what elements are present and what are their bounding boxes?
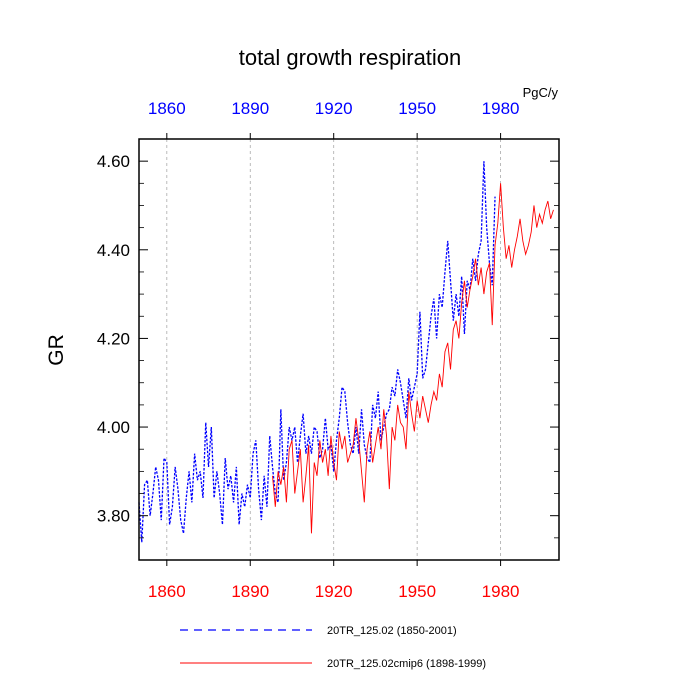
series-line-1 — [272, 183, 554, 534]
y-axis-label: GR — [45, 334, 68, 366]
legend-label-1: 20TR_125.02cmip6 (1898-1999) — [327, 658, 486, 670]
top-tick-label-4: 1980 — [482, 99, 520, 118]
grid-lines — [166, 139, 501, 560]
bottom-tick-label-3: 1950 — [398, 582, 436, 601]
top-tick-label-0: 1860 — [148, 99, 186, 118]
top-tick-label-2: 1920 — [315, 99, 353, 118]
top-tick-label-1: 1890 — [231, 99, 269, 118]
ytick-label-3: 4.40 — [97, 241, 130, 260]
ytick-label-4: 4.60 — [97, 152, 130, 171]
units-label: PgC/y — [523, 85, 559, 100]
top-tick-label-3: 1950 — [398, 99, 436, 118]
bottom-tick-label-4: 1980 — [482, 582, 520, 601]
series-group — [138, 161, 554, 543]
legend: 20TR_125.02 (1850-2001) 20TR_125.02cmip6 … — [180, 625, 486, 670]
ytick-label-1: 4.00 — [97, 418, 130, 437]
legend-label-0: 20TR_125.02 (1850-2001) — [327, 625, 457, 637]
bottom-tick-label-1: 1890 — [231, 582, 269, 601]
chart-title: total growth respiration — [239, 45, 462, 70]
series-line-0 — [138, 161, 496, 543]
plot-frame — [138, 138, 560, 561]
axes: 3.80 4.00 4.20 4.40 4.60 1860 1890 1920 1950 1980… — [97, 99, 559, 601]
bottom-tick-label-0: 1860 — [148, 582, 186, 601]
ytick-label-2: 4.20 — [97, 329, 130, 348]
ytick-label-0: 3.80 — [97, 507, 130, 526]
bottom-tick-label-2: 1920 — [315, 582, 353, 601]
